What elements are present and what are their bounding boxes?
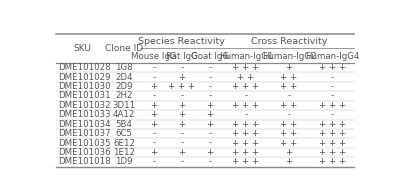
Text: DME101028: DME101028 (58, 63, 110, 72)
Text: + + +: + + + (318, 129, 346, 138)
Text: + +: + + (280, 73, 298, 82)
Text: + + +: + + + (318, 148, 346, 157)
Text: + + +: + + + (232, 139, 260, 148)
Text: DME101036: DME101036 (58, 148, 110, 157)
Text: Rat IgG: Rat IgG (166, 51, 198, 61)
Text: +: + (286, 158, 293, 166)
Text: + + +: + + + (318, 139, 346, 148)
Text: -: - (209, 139, 212, 148)
Text: + + +: + + + (232, 101, 260, 110)
Text: Cross Reactivity: Cross Reactivity (251, 37, 327, 46)
Text: + + +: + + + (318, 101, 346, 110)
Text: + +: + + (237, 73, 254, 82)
Text: DME101018: DME101018 (58, 158, 110, 166)
Text: Species Reactivity: Species Reactivity (138, 37, 225, 46)
Text: Goat IgG: Goat IgG (191, 51, 229, 61)
Text: 2D4: 2D4 (115, 73, 133, 82)
Text: -: - (209, 129, 212, 138)
Text: -: - (288, 110, 291, 119)
Text: + +: + + (280, 120, 298, 129)
Text: -: - (152, 129, 155, 138)
Text: + +: + + (280, 139, 298, 148)
Text: Clone ID: Clone ID (105, 44, 143, 53)
Text: -: - (244, 110, 248, 119)
Text: + + +: + + + (168, 82, 196, 91)
Text: -: - (331, 73, 334, 82)
Text: -: - (209, 82, 212, 91)
Text: DME101037: DME101037 (58, 129, 110, 138)
Text: -: - (331, 82, 334, 91)
Text: -: - (180, 139, 184, 148)
Text: -: - (244, 92, 248, 100)
Text: +: + (178, 110, 186, 119)
Text: -: - (180, 63, 184, 72)
Text: +: + (206, 120, 214, 129)
Text: -: - (152, 158, 155, 166)
Text: + + +: + + + (232, 63, 260, 72)
Text: DME101030: DME101030 (58, 82, 110, 91)
Text: 1G8: 1G8 (115, 63, 133, 72)
Text: 2H2: 2H2 (115, 92, 133, 100)
Text: +: + (178, 148, 186, 157)
Text: +: + (150, 120, 157, 129)
Text: -: - (152, 63, 155, 72)
Text: +: + (150, 101, 157, 110)
Text: Mouse IgG: Mouse IgG (131, 51, 176, 61)
Text: -: - (209, 63, 212, 72)
Text: +: + (206, 101, 214, 110)
Text: 2D9: 2D9 (115, 82, 133, 91)
Text: +: + (178, 73, 186, 82)
Text: +: + (178, 101, 186, 110)
Text: DME101032: DME101032 (58, 101, 110, 110)
Text: + + +: + + + (232, 158, 260, 166)
Text: Human-IgG1: Human-IgG1 (219, 51, 273, 61)
Text: -: - (331, 92, 334, 100)
Text: + +: + + (280, 101, 298, 110)
Text: SKU: SKU (73, 44, 91, 53)
Text: -: - (180, 158, 184, 166)
Text: -: - (152, 92, 155, 100)
Text: +: + (286, 63, 293, 72)
Text: + + +: + + + (232, 82, 260, 91)
Text: + + +: + + + (318, 158, 346, 166)
Text: +: + (150, 110, 157, 119)
Text: 6C5: 6C5 (116, 129, 132, 138)
Text: 1E12: 1E12 (113, 148, 135, 157)
Text: + + +: + + + (318, 120, 346, 129)
Text: + +: + + (280, 82, 298, 91)
Text: +: + (150, 82, 157, 91)
Text: -: - (180, 92, 184, 100)
Text: +: + (206, 148, 214, 157)
Text: +: + (206, 110, 214, 119)
Text: 4A12: 4A12 (113, 110, 135, 119)
Text: -: - (180, 129, 184, 138)
Text: DME101031: DME101031 (58, 92, 110, 100)
Text: -: - (152, 139, 155, 148)
Text: +: + (286, 148, 293, 157)
Text: +: + (150, 148, 157, 157)
Text: -: - (209, 73, 212, 82)
Text: + +: + + (280, 129, 298, 138)
Text: 3D11: 3D11 (112, 101, 136, 110)
Text: DME101034: DME101034 (58, 120, 110, 129)
Text: -: - (209, 158, 212, 166)
Text: -: - (209, 92, 212, 100)
Text: 5B4: 5B4 (116, 120, 132, 129)
Text: + + +: + + + (232, 120, 260, 129)
Text: Human-IgG4: Human-IgG4 (305, 51, 360, 61)
Text: +: + (178, 120, 186, 129)
Text: -: - (152, 73, 155, 82)
Text: + + +: + + + (232, 129, 260, 138)
Text: DME101033: DME101033 (58, 110, 110, 119)
Text: 1D9: 1D9 (115, 158, 133, 166)
Text: 6E12: 6E12 (113, 139, 135, 148)
Text: -: - (288, 92, 291, 100)
Text: DME101035: DME101035 (58, 139, 110, 148)
Text: Human-IgG2: Human-IgG2 (262, 51, 316, 61)
Text: -: - (331, 110, 334, 119)
Text: DME101029: DME101029 (58, 73, 110, 82)
Text: + + +: + + + (232, 148, 260, 157)
Text: + + +: + + + (318, 63, 346, 72)
